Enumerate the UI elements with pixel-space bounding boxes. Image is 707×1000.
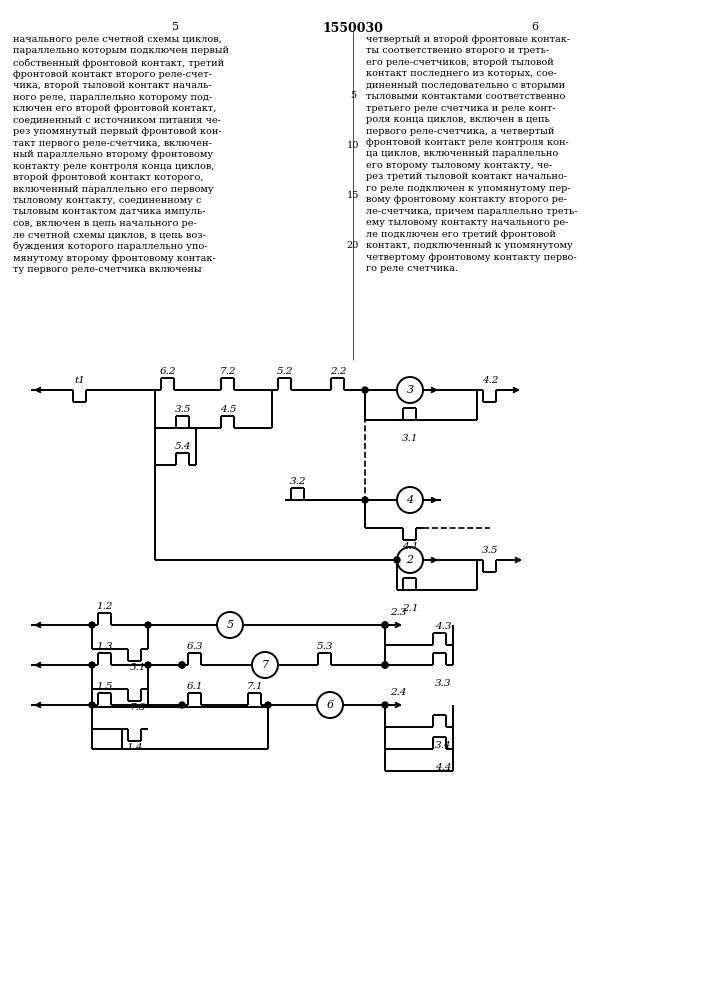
Text: 6: 6 — [532, 22, 539, 32]
Text: 6.1: 6.1 — [187, 682, 203, 691]
Text: 7.1: 7.1 — [247, 682, 263, 691]
Text: 5.1: 5.1 — [130, 663, 146, 672]
Text: 4.1: 4.1 — [402, 542, 419, 551]
Text: 1.5: 1.5 — [97, 682, 113, 691]
Text: 6.2: 6.2 — [160, 367, 176, 376]
Text: 5.4: 5.4 — [175, 442, 192, 451]
Text: 3.1: 3.1 — [402, 434, 419, 443]
Circle shape — [362, 497, 368, 503]
Circle shape — [89, 662, 95, 668]
Circle shape — [382, 702, 388, 708]
Circle shape — [265, 702, 271, 708]
Text: 2: 2 — [407, 555, 414, 565]
Circle shape — [382, 622, 388, 628]
Circle shape — [89, 622, 95, 628]
Text: начального реле счетной схемы циклов,
параллельно которым подключен первый
собст: начального реле счетной схемы циклов, па… — [13, 35, 229, 274]
Text: 10: 10 — [347, 140, 359, 149]
Text: 2.2: 2.2 — [329, 367, 346, 376]
Circle shape — [89, 702, 95, 708]
Text: 3.4: 3.4 — [435, 741, 451, 750]
Text: 4: 4 — [407, 495, 414, 505]
Text: 4.3: 4.3 — [435, 622, 451, 631]
Text: 3: 3 — [407, 385, 414, 395]
Circle shape — [382, 622, 388, 628]
Text: 4.5: 4.5 — [220, 405, 236, 414]
Circle shape — [145, 662, 151, 668]
Text: 7.2: 7.2 — [220, 367, 236, 376]
Circle shape — [382, 662, 388, 668]
Text: 1.3: 1.3 — [97, 642, 113, 651]
Text: 3.2: 3.2 — [290, 477, 306, 486]
Text: t1: t1 — [75, 376, 86, 385]
Text: 5.2: 5.2 — [276, 367, 293, 376]
Text: 1.2: 1.2 — [97, 602, 113, 611]
Text: 7: 7 — [262, 660, 269, 670]
Circle shape — [179, 702, 185, 708]
Text: 20: 20 — [347, 240, 359, 249]
Text: четвертый и второй фронтовые контак-
ты соответственно второго и треть-
его реле: четвертый и второй фронтовые контак- ты … — [366, 35, 578, 273]
Text: 7.3: 7.3 — [130, 703, 146, 712]
Text: 2.3: 2.3 — [390, 608, 407, 617]
Text: 3.3: 3.3 — [435, 679, 451, 688]
Text: 6.3: 6.3 — [187, 642, 203, 651]
Text: 6: 6 — [327, 700, 334, 710]
Text: 2.4: 2.4 — [390, 688, 407, 697]
Circle shape — [382, 662, 388, 668]
Circle shape — [145, 622, 151, 628]
Text: 2.1: 2.1 — [402, 604, 419, 613]
Text: 1.4: 1.4 — [127, 743, 144, 752]
Text: 15: 15 — [347, 190, 359, 200]
Circle shape — [179, 662, 185, 668]
Text: 5: 5 — [173, 22, 180, 32]
Circle shape — [179, 662, 185, 668]
Text: 3.5: 3.5 — [481, 546, 498, 555]
Text: 5: 5 — [226, 620, 233, 630]
Text: 4.2: 4.2 — [481, 376, 498, 385]
Text: 1550030: 1550030 — [322, 22, 383, 35]
Text: 3.5: 3.5 — [175, 405, 192, 414]
Text: 5.3: 5.3 — [317, 642, 333, 651]
Circle shape — [362, 387, 368, 393]
Circle shape — [394, 557, 400, 563]
Text: 5: 5 — [350, 91, 356, 100]
Text: 4.4: 4.4 — [435, 763, 451, 772]
